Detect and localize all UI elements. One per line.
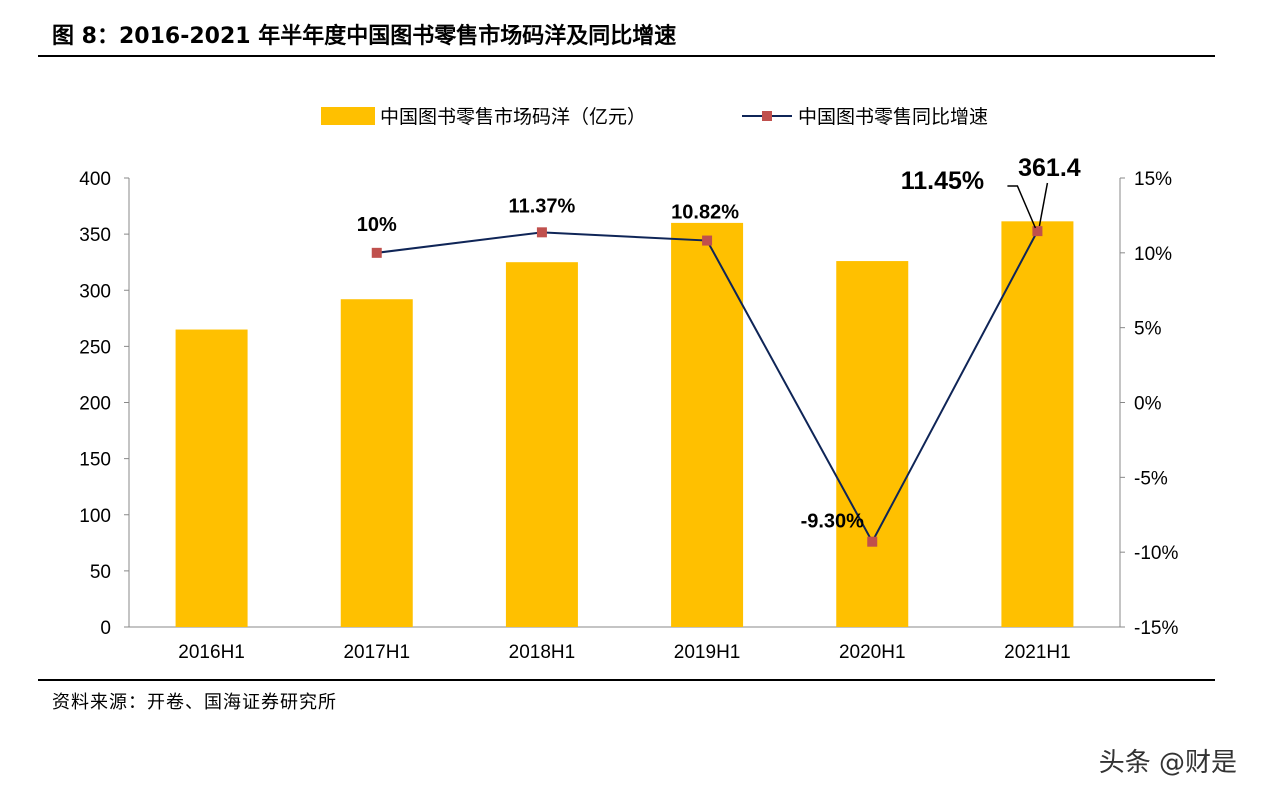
right-tick-label: 0% <box>1134 394 1162 415</box>
growth-data-label: 10% <box>357 214 397 236</box>
left-tick-label: 100 <box>79 506 111 527</box>
x-tick-label: 2019H1 <box>674 642 741 663</box>
growth-data-label: 11.37% <box>509 195 576 217</box>
right-tick-label: 10% <box>1134 244 1172 265</box>
legend-line-label: 中国图书零售同比增速 <box>798 106 988 128</box>
left-tick-label: 250 <box>79 337 111 358</box>
left-tick-label: 300 <box>79 281 111 302</box>
x-tick-label: 2021H1 <box>1004 642 1071 663</box>
bar-2020H1 <box>836 261 909 627</box>
x-tick-label: 2018H1 <box>509 642 576 663</box>
bar-data-label: 361.4 <box>1018 154 1081 182</box>
watermark: 头条 @财是 <box>1098 748 1237 778</box>
right-tick-label: 5% <box>1134 319 1162 340</box>
growth-data-label: 11.45% <box>901 167 984 195</box>
bar-2016H1 <box>175 329 248 627</box>
growth-marker-2020H1 <box>867 536 878 547</box>
left-tick-label: 350 <box>79 225 111 246</box>
legend-bar-label: 中国图书零售市场码洋（亿元） <box>380 106 646 128</box>
left-tick-label: 50 <box>90 562 111 583</box>
top-rule <box>38 55 1215 57</box>
x-tick-label: 2017H1 <box>343 642 410 663</box>
left-tick-label: 0 <box>100 618 111 639</box>
growth-marker-2017H1 <box>371 247 382 258</box>
right-tick-label: -10% <box>1134 543 1178 564</box>
figure-title: 图 8：2016-2021 年半年度中国图书零售市场码洋及同比增速 <box>52 24 677 49</box>
label-leader-line <box>1038 182 1049 227</box>
left-tick-label: 150 <box>79 450 111 471</box>
label-leader-line <box>1007 185 1037 229</box>
x-tick-label: 2020H1 <box>839 642 906 663</box>
growth-marker-2021H1 <box>1032 226 1043 237</box>
growth-data-label: 10.82% <box>671 202 739 224</box>
right-tick-label: 15% <box>1134 169 1172 190</box>
bottom-rule <box>38 679 1215 681</box>
right-tick-label: -5% <box>1134 468 1168 489</box>
legend-line-marker <box>762 111 772 121</box>
left-tick-label: 400 <box>79 169 111 190</box>
bar-2021H1 <box>1001 221 1074 628</box>
growth-marker-2018H1 <box>536 227 547 238</box>
growth-marker-2019H1 <box>702 235 713 246</box>
bar-2017H1 <box>340 299 413 627</box>
growth-data-label: -9.30% <box>801 511 865 533</box>
legend-bar-swatch <box>321 107 375 125</box>
x-tick-label: 2016H1 <box>178 642 245 663</box>
right-tick-label: -15% <box>1134 618 1178 639</box>
left-tick-label: 200 <box>79 394 111 415</box>
bar-2018H1 <box>505 262 578 627</box>
bar-2019H1 <box>671 222 744 627</box>
source-note: 资料来源：开卷、国海证券研究所 <box>52 692 337 713</box>
